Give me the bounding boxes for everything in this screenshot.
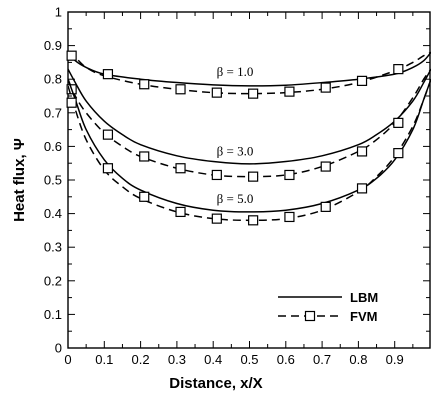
x-tick-label: 0.5 <box>240 352 258 367</box>
y-tick-label: 0.8 <box>44 72 62 87</box>
y-tick-label: 0.4 <box>44 206 62 221</box>
beta-label: β = 1.0 <box>217 64 254 79</box>
annotation-layer: β = 1.0 β = 3.0 β = 5.0 <box>217 64 254 206</box>
fvm-square-marker <box>175 206 186 218</box>
y-tick-label: 0.1 <box>44 307 62 322</box>
y-tick-label: 1 <box>55 5 62 20</box>
fvm-square-marker <box>356 75 368 86</box>
fvm-square-marker <box>393 64 404 75</box>
x-tick-label: 0.4 <box>204 352 222 367</box>
fvm-square-marker <box>393 148 404 159</box>
legend-marker-fvm <box>304 310 316 322</box>
fvm-square-marker <box>248 88 259 99</box>
fvm-square-marker <box>248 215 259 226</box>
fvm-square-marker <box>211 87 222 98</box>
axis-ticks: 0 0.1 0.2 0.3 0.4 0.5 0.6 0.7 0.8 0.9 0 0.1 0.2 0.3 0.… <box>44 5 430 367</box>
fvm-square-marker <box>211 213 222 224</box>
fvm-square-marker <box>248 171 259 182</box>
fvm-square-marker <box>139 151 150 162</box>
fvm-square-marker <box>102 129 114 140</box>
fvm-square-marker <box>66 97 77 108</box>
x-tick-label: 0.7 <box>313 352 331 367</box>
fvm-square-marker <box>356 183 368 194</box>
fvm-square-marker <box>66 50 77 61</box>
legend-label-fvm: FVM <box>350 309 377 324</box>
series-line-fvm <box>68 51 431 95</box>
fvm-square-marker <box>102 163 114 174</box>
fvm-square-marker <box>175 84 186 95</box>
fvm-square-marker <box>139 191 150 202</box>
series-line-fvm <box>68 68 431 178</box>
beta-label: β = 5.0 <box>217 191 254 206</box>
x-tick-label: 0.8 <box>349 352 367 367</box>
fvm-square-marker <box>356 146 368 157</box>
y-tick-label: 0 <box>55 341 62 356</box>
fvm-square-marker <box>393 117 404 128</box>
beta-label: β = 3.0 <box>217 143 254 158</box>
x-tick-label: 0.9 <box>386 352 404 367</box>
fvm-square-marker <box>175 163 186 174</box>
x-tick-label: 0 <box>64 352 71 367</box>
x-tick-label: 0.3 <box>168 352 186 367</box>
y-tick-label: 0.7 <box>44 105 62 120</box>
fvm-square-marker <box>284 211 295 223</box>
fvm-square-marker <box>320 201 331 212</box>
y-tick-label: 0.2 <box>44 273 62 288</box>
fvm-square-marker <box>211 169 222 181</box>
y-tick-label: 0.5 <box>44 173 62 188</box>
series-fvm-3 <box>68 68 431 178</box>
series-line-lbm <box>68 68 431 165</box>
y-tick-label: 0.3 <box>44 240 62 255</box>
y-tick-label: 0.6 <box>44 139 62 154</box>
x-axis-title: Distance, x/X <box>169 375 262 392</box>
x-tick-label: 0.1 <box>95 352 113 367</box>
fvm-square-marker <box>284 86 295 97</box>
y-tick-label: 0.9 <box>44 38 62 53</box>
fvm-square-marker <box>102 69 114 80</box>
legend-label-lbm: LBM <box>350 290 378 305</box>
series-lbm-2 <box>68 68 431 165</box>
series-layer <box>66 50 431 226</box>
fvm-square-marker <box>284 169 295 181</box>
x-tick-label: 0.6 <box>277 352 295 367</box>
x-tick-label: 0.2 <box>132 352 150 367</box>
y-axis-title: Heat flux, Ψ <box>11 138 28 222</box>
fvm-square-marker <box>139 79 150 90</box>
fvm-square-marker <box>320 82 331 93</box>
fvm-square-marker <box>320 161 331 172</box>
series-fvm-1 <box>68 51 431 95</box>
legend: LBM FVM <box>278 290 378 324</box>
